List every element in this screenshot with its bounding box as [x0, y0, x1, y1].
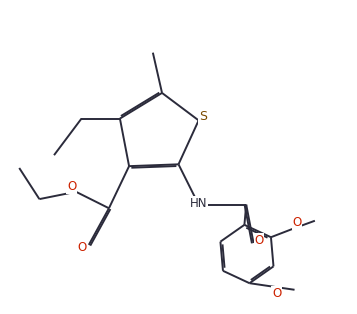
Text: O: O: [77, 241, 87, 254]
Text: O: O: [255, 234, 264, 246]
Text: O: O: [67, 180, 76, 193]
Text: O: O: [292, 216, 302, 230]
Text: O: O: [272, 287, 281, 300]
Text: S: S: [199, 110, 207, 123]
Text: HN: HN: [190, 197, 207, 210]
